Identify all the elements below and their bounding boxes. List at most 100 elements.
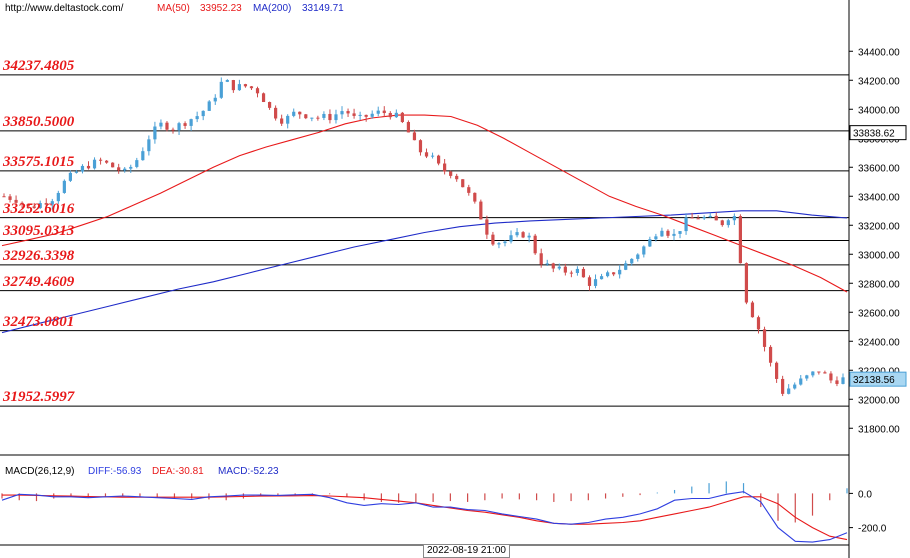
candle-body xyxy=(557,266,561,269)
price-axis-tick-label: 31800.00 xyxy=(858,424,900,435)
candle xyxy=(50,198,54,210)
candle xyxy=(32,202,36,209)
candle xyxy=(346,108,350,117)
candle xyxy=(255,86,260,98)
macd-dea-value: DEA:-30.81 xyxy=(152,466,204,477)
candle xyxy=(92,157,97,170)
candle-body xyxy=(111,162,115,168)
candle-body xyxy=(201,110,205,117)
candle xyxy=(563,263,567,276)
candle xyxy=(750,300,755,318)
candle xyxy=(684,213,688,235)
candle xyxy=(38,200,42,209)
candle-body xyxy=(382,110,386,114)
candle-body xyxy=(521,232,525,238)
candle-body xyxy=(105,160,109,163)
price-axis-tick-label: 33000.00 xyxy=(858,250,900,261)
candle-body xyxy=(86,165,91,169)
candle-body xyxy=(672,233,676,236)
candle-body xyxy=(660,230,664,237)
candle-body xyxy=(817,371,821,373)
candle-body xyxy=(340,111,344,115)
candle-body xyxy=(563,266,567,273)
candle xyxy=(195,111,199,123)
candle xyxy=(123,167,127,173)
candle xyxy=(539,248,543,268)
candle xyxy=(533,233,537,255)
candle-body xyxy=(412,132,417,141)
candle-body xyxy=(436,155,441,164)
candle-body xyxy=(147,139,151,152)
candle xyxy=(630,258,634,266)
candle-body xyxy=(38,203,42,209)
ma200-line xyxy=(1,210,848,334)
candle xyxy=(382,106,386,117)
candle xyxy=(249,85,254,91)
candle xyxy=(581,266,586,278)
macd-axis-tick-label: -200.0 xyxy=(858,524,887,535)
ma200-series xyxy=(1,210,848,334)
candle-body xyxy=(491,234,495,245)
candle-body xyxy=(593,279,598,286)
candle-body xyxy=(286,115,290,124)
source-url[interactable]: http://www.deltastock.com/ xyxy=(5,3,124,14)
candle-body xyxy=(225,80,229,82)
candle-body xyxy=(485,219,489,235)
candle xyxy=(702,215,706,220)
candle-body xyxy=(370,113,374,117)
macd-pane xyxy=(1,481,848,543)
candle xyxy=(823,370,827,374)
candle-body xyxy=(569,272,573,274)
candle-body xyxy=(32,206,36,209)
candle-body xyxy=(316,117,320,119)
candle xyxy=(328,109,332,124)
candle xyxy=(261,92,266,103)
candle xyxy=(618,264,622,279)
candle xyxy=(527,232,531,243)
candle-body xyxy=(793,384,797,389)
macd-axis-tick-label: 0.0 xyxy=(858,489,872,500)
candle xyxy=(551,262,555,273)
candle-body xyxy=(310,117,314,119)
candle-body xyxy=(364,114,368,117)
candle xyxy=(593,274,598,289)
candle xyxy=(171,127,175,134)
candle xyxy=(370,110,374,119)
candle xyxy=(726,218,730,228)
candle xyxy=(654,233,658,242)
candle xyxy=(605,270,610,278)
candle-body xyxy=(153,126,157,140)
candle-body xyxy=(811,371,815,376)
candle-body xyxy=(92,159,97,169)
candle xyxy=(509,230,513,244)
macd-hist-value: MACD:-52.23 xyxy=(218,466,279,477)
candle-body xyxy=(249,86,254,89)
candle xyxy=(20,201,24,209)
candle-body xyxy=(823,372,827,374)
candle xyxy=(485,215,489,239)
macd-title: MACD(26,12,9) xyxy=(5,466,75,477)
candle-body xyxy=(799,378,803,385)
candle-body xyxy=(612,272,616,275)
candle xyxy=(817,371,821,375)
candle-body xyxy=(467,187,471,193)
candle xyxy=(322,111,326,121)
candle xyxy=(612,272,616,277)
candle-body xyxy=(533,235,537,254)
macd-diff-line xyxy=(1,491,848,543)
level-label: 31952.5997 xyxy=(3,389,75,406)
candle-body xyxy=(762,329,767,347)
candle xyxy=(394,109,398,118)
price-axis-tick-label: 32600.00 xyxy=(858,308,900,319)
candle-body xyxy=(624,263,628,270)
candle xyxy=(376,106,380,117)
candle xyxy=(310,117,314,122)
candle-body xyxy=(527,235,531,238)
candle-body xyxy=(841,377,845,384)
candle xyxy=(213,94,217,105)
candle-body xyxy=(424,152,429,157)
candle xyxy=(237,79,242,91)
candle xyxy=(678,231,682,239)
candle xyxy=(267,101,272,110)
candle xyxy=(762,326,767,352)
